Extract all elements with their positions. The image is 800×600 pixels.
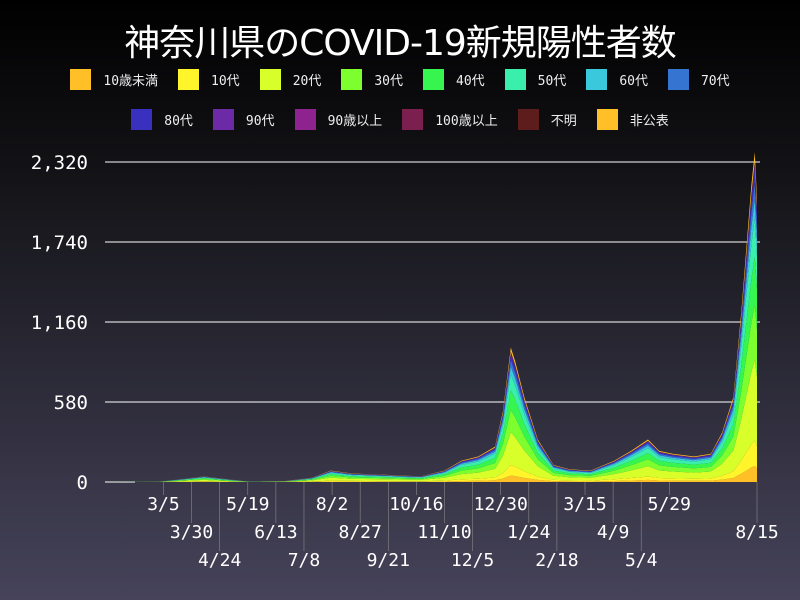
y-tick-label: 580 [54, 392, 88, 414]
legend-swatch [294, 109, 316, 130]
series-area-90歳以上 [105, 165, 757, 482]
series-area-80代 [105, 170, 757, 482]
x-tick-label: 11/10 [417, 522, 471, 543]
legend-item: 不明 [517, 109, 577, 130]
legend-item: 100歳以上 [402, 109, 498, 130]
legend-swatch [667, 69, 689, 90]
x-tick-label: 12/30 [474, 494, 528, 515]
x-tick-label: 4/24 [198, 550, 241, 571]
y-tick-label: 1,740 [31, 232, 88, 254]
legend-item: 80代 [131, 109, 193, 130]
legend-swatch [131, 109, 153, 130]
series-area-40代 [105, 257, 757, 482]
y-tick-label: 0 [77, 472, 88, 494]
legend-label: 80代 [164, 114, 193, 129]
x-tick-label: 3/5 [147, 494, 180, 515]
legend-swatch [517, 109, 539, 130]
legend-swatch [423, 69, 444, 90]
y-tick-label: 2,320 [31, 152, 88, 174]
legend-item: 10代 [178, 69, 240, 90]
legend-item: 90歳以上 [294, 109, 383, 130]
legend-item: 90代 [212, 109, 275, 130]
legend-label: 90代 [245, 114, 275, 129]
legend-label: 70代 [700, 74, 730, 89]
legend-swatch [586, 69, 608, 90]
legend-label: 非公表 [629, 114, 669, 129]
legend-label: 100歳以上 [435, 114, 498, 129]
legend-label: 90歳以上 [327, 114, 383, 129]
x-tick-label: 1/24 [507, 522, 550, 543]
y-tick-label: 1,160 [31, 312, 88, 334]
x-tick-label: 5/4 [625, 550, 658, 571]
legend-swatch [402, 109, 424, 130]
legend-swatch [596, 109, 618, 130]
legend-item: 30代 [341, 69, 403, 90]
legend-label: 10歳未満 [103, 74, 159, 89]
x-tick-label: 7/8 [288, 550, 321, 571]
legend-swatch [70, 69, 92, 90]
legend-item: 60代 [586, 69, 648, 90]
x-tick-label: 9/21 [367, 550, 410, 571]
series-area-70代 [105, 183, 757, 482]
legend-item: 50代 [504, 69, 567, 90]
x-tick-label: 8/27 [338, 522, 381, 543]
x-tick-label: 6/13 [254, 522, 297, 543]
x-tick-label: 3/15 [563, 494, 606, 515]
legend-swatch [178, 69, 200, 90]
legend-swatch [341, 69, 363, 90]
legend-swatch [259, 69, 281, 90]
legend-row-1: 10歳未満 10代 20代 30代 40代 50代 60代 70代 [0, 69, 800, 90]
legend-label: 50代 [537, 74, 567, 89]
legend-label: 30代 [374, 74, 403, 89]
legend-item: 10歳未満 [70, 69, 158, 90]
x-tick-label: 5/19 [226, 494, 269, 515]
series-area-90代 [105, 167, 757, 482]
series-area-100歳以上 [105, 165, 757, 482]
x-tick-label: 3/30 [170, 522, 213, 543]
x-tick-label: 10/16 [389, 494, 443, 515]
legend-item: 20代 [259, 69, 322, 90]
legend-item: 70代 [667, 69, 730, 90]
legend-label: 60代 [619, 74, 648, 89]
legend-row-2: 80代 90代 90歳以上 100歳以上 不明 非公表 [0, 109, 800, 130]
series-area-50代 [105, 218, 757, 482]
series-area-非公表 [105, 152, 757, 482]
x-tick-label: 2/18 [535, 550, 578, 571]
x-tick-label: 4/9 [597, 522, 630, 543]
legend-label: 不明 [550, 114, 577, 129]
legend-swatch [212, 109, 234, 130]
x-tick-label: 8/2 [316, 494, 349, 515]
legend-item: 非公表 [596, 109, 669, 130]
x-tick-label: 5/29 [648, 494, 691, 515]
chart-title: 神奈川県のCOVID-19新規陽性者数 [124, 23, 677, 64]
legend-swatch [504, 69, 526, 90]
legend-label: 20代 [292, 74, 322, 89]
legend-label: 10代 [211, 74, 240, 89]
x-tick-label: 12/5 [451, 550, 494, 571]
x-tick-label: 8/15 [735, 522, 778, 543]
legend-label: 40代 [456, 74, 485, 89]
legend-item: 40代 [423, 69, 485, 90]
